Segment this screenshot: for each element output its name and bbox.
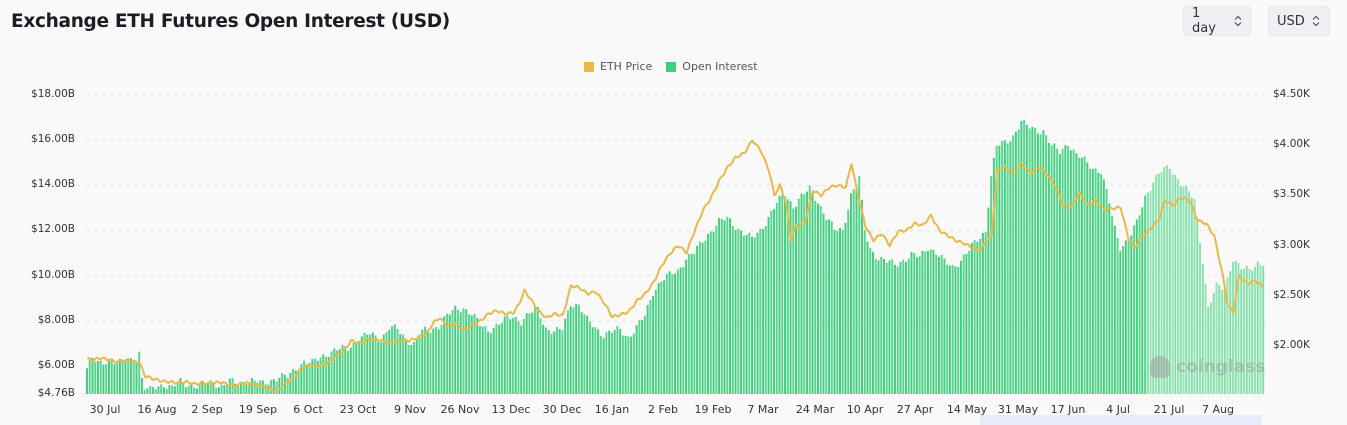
y-right-tick: $2.00K [1273, 339, 1310, 351]
x-tick-label: 19 Sep [238, 403, 278, 416]
y-right-tick: $3.50K [1273, 188, 1310, 200]
y-left-tick: $4.76B [37, 387, 75, 399]
x-tick-label: 19 Feb [694, 403, 732, 416]
x-tick-label: 21 Jul [1153, 403, 1185, 416]
x-tick-label: 31 May [997, 403, 1039, 416]
legend-label-eth-price: ETH Price [600, 60, 653, 73]
x-tick-label: 16 Jan [594, 403, 630, 416]
x-tick-label: 27 Apr [896, 403, 934, 416]
open-interest-swatch-icon [666, 61, 677, 72]
y-right-tick: $2.50K [1273, 289, 1310, 301]
x-tick-label: 26 Nov [440, 403, 480, 416]
x-tick-label: 7 Aug [1202, 403, 1234, 416]
interval-select-value: 1 day [1192, 6, 1216, 36]
y-left-tick: $18.00B [31, 88, 75, 100]
x-tick-label: 24 Mar [795, 403, 835, 416]
x-tick-label: 6 Oct [293, 403, 323, 416]
y-left-tick: $14.00B [31, 178, 75, 190]
y-left-tick: $12.00B [31, 223, 75, 235]
currency-select[interactable]: USD [1268, 6, 1330, 36]
y-left-tick: $10.00B [31, 269, 75, 281]
x-tick-label: 13 Dec [491, 403, 531, 416]
x-tick-label: 23 Oct [339, 403, 377, 416]
x-tick-label: 30 Jul [89, 403, 121, 416]
y-right-tick: $4.00K [1273, 138, 1310, 150]
x-tick-label: 2 Feb [648, 403, 678, 416]
x-tick-label: 10 Apr [846, 403, 884, 416]
x-tick-label: 2 Sep [191, 403, 223, 416]
interval-select[interactable]: 1 day [1183, 6, 1251, 36]
x-tick-label: 14 May [946, 403, 988, 416]
page-title: Exchange ETH Futures Open Interest (USD) [11, 11, 450, 32]
x-tick-label: 17 Jun [1050, 403, 1086, 416]
x-tick-label: 4 Jul [1106, 403, 1130, 416]
y-left-tick: $16.00B [31, 133, 75, 145]
chart-zoom-scrollbar[interactable] [980, 415, 1262, 425]
chart-legend: ETH Price Open Interest [584, 60, 758, 73]
y-right-tick: $4.50K [1273, 88, 1310, 100]
x-tick-label: 7 Mar [747, 403, 779, 416]
y-left-tick: $8.00B [37, 314, 75, 326]
y-left-tick: $6.00B [37, 359, 75, 371]
eth-price-swatch-icon [584, 61, 594, 72]
x-tick-label: 30 Dec [542, 403, 582, 416]
open-interest-bars [86, 119, 1265, 395]
legend-item-eth-price[interactable]: ETH Price [584, 60, 652, 73]
x-tick-label: 9 Nov [394, 403, 426, 416]
x-tick-label: 16 Aug [137, 403, 177, 416]
eth-price-line [86, 139, 1265, 392]
updown-chevron-icon [1312, 15, 1320, 27]
y-right-tick: $3.00K [1273, 239, 1310, 251]
updown-chevron-icon [1234, 15, 1242, 27]
legend-item-open-interest[interactable]: Open Interest [666, 60, 758, 73]
legend-label-open-interest: Open Interest [682, 60, 758, 73]
currency-select-value: USD [1277, 13, 1305, 29]
